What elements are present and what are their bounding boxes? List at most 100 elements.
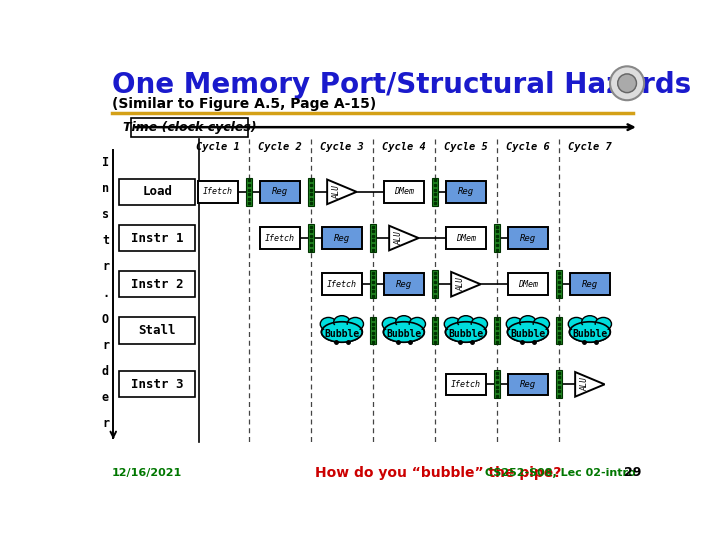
Bar (494, 224, 500, 252)
Ellipse shape (446, 322, 486, 342)
Text: Bubble: Bubble (449, 329, 484, 339)
Text: Cycle 1: Cycle 1 (196, 142, 240, 152)
Text: Reg: Reg (582, 280, 598, 289)
Bar (370, 271, 376, 298)
Ellipse shape (446, 325, 485, 342)
Ellipse shape (382, 318, 399, 330)
Bar (432, 271, 438, 298)
FancyBboxPatch shape (132, 118, 248, 137)
Bar (432, 316, 438, 345)
Text: Reg: Reg (458, 187, 474, 197)
Bar (556, 271, 562, 298)
Ellipse shape (568, 318, 585, 330)
Text: Ifetch: Ifetch (451, 380, 481, 389)
Text: How do you “bubble” the pipe?: How do you “bubble” the pipe? (315, 466, 561, 480)
Text: CS252-S08, Lec 02-intro: CS252-S08, Lec 02-intro (485, 468, 636, 478)
Bar (120, 318, 195, 343)
Bar (508, 374, 548, 395)
Bar (384, 273, 424, 295)
Bar (322, 227, 362, 249)
Text: Bubble: Bubble (324, 329, 359, 339)
Text: r: r (102, 260, 109, 273)
Polygon shape (389, 226, 418, 251)
Text: One Memory Port/Structural Hazards: One Memory Port/Structural Hazards (112, 71, 691, 99)
Bar (508, 273, 548, 295)
Text: e: e (102, 392, 109, 404)
Text: Reg: Reg (520, 233, 536, 242)
Text: Bubble: Bubble (386, 329, 421, 339)
Bar (446, 181, 486, 202)
Text: Stall: Stall (139, 324, 176, 337)
Bar (120, 271, 195, 298)
Text: Reg: Reg (520, 380, 536, 389)
Polygon shape (575, 372, 605, 397)
Ellipse shape (321, 322, 362, 342)
Text: Reg: Reg (396, 280, 412, 289)
Ellipse shape (508, 325, 548, 342)
Bar (246, 178, 252, 206)
Ellipse shape (384, 325, 423, 342)
Text: Ifetch: Ifetch (203, 187, 233, 197)
Bar (198, 181, 238, 202)
Circle shape (610, 66, 644, 100)
Ellipse shape (384, 322, 424, 342)
Bar (120, 372, 195, 397)
Text: r: r (102, 417, 109, 430)
Text: DMem: DMem (518, 280, 538, 289)
Polygon shape (327, 179, 356, 204)
Ellipse shape (595, 318, 611, 330)
Text: Cycle 5: Cycle 5 (444, 142, 487, 152)
Bar (120, 225, 195, 251)
Ellipse shape (458, 316, 474, 329)
Text: Cycle 6: Cycle 6 (506, 142, 550, 152)
Text: Reg: Reg (334, 233, 350, 242)
Bar (446, 227, 486, 249)
Bar (384, 181, 424, 202)
Text: DMem: DMem (394, 187, 414, 197)
Ellipse shape (506, 318, 523, 330)
Ellipse shape (520, 316, 536, 329)
Text: DMem: DMem (456, 233, 476, 242)
Text: O: O (102, 313, 109, 326)
Text: Time (clock cycles): Time (clock cycles) (123, 120, 257, 134)
Bar (307, 178, 314, 206)
Text: ALU: ALU (333, 185, 342, 199)
Text: Cycle 3: Cycle 3 (320, 142, 364, 152)
Ellipse shape (508, 322, 549, 342)
Text: Instr 1: Instr 1 (131, 232, 184, 245)
Bar (370, 316, 376, 345)
Ellipse shape (347, 318, 364, 330)
Text: ALU: ALU (395, 231, 404, 245)
Text: Cycle 2: Cycle 2 (258, 142, 302, 152)
Text: Load: Load (143, 185, 172, 198)
Text: Bubble: Bubble (510, 329, 546, 339)
Bar (322, 273, 362, 295)
Text: ALU: ALU (456, 278, 466, 291)
Text: n: n (102, 182, 109, 195)
Text: s: s (102, 208, 109, 221)
Text: Instr 2: Instr 2 (131, 278, 184, 291)
Bar (120, 179, 195, 205)
Bar (260, 227, 300, 249)
Text: Cycle 4: Cycle 4 (382, 142, 426, 152)
Bar (494, 370, 500, 398)
Ellipse shape (570, 325, 610, 342)
Text: t: t (102, 234, 109, 247)
Text: Instr 3: Instr 3 (131, 378, 184, 391)
Text: 29: 29 (624, 467, 642, 480)
Text: (Similar to Figure A.5, Page A-15): (Similar to Figure A.5, Page A-15) (112, 97, 376, 111)
Text: Reg: Reg (272, 187, 288, 197)
Bar (446, 374, 486, 395)
Bar (307, 224, 314, 252)
Ellipse shape (320, 318, 336, 330)
Polygon shape (451, 272, 481, 296)
Text: Bubble: Bubble (572, 329, 608, 339)
Ellipse shape (322, 325, 361, 342)
Bar (556, 316, 562, 345)
Text: r: r (102, 339, 109, 352)
Bar (370, 224, 376, 252)
Bar (508, 227, 548, 249)
Text: ALU: ALU (581, 377, 590, 392)
Bar (432, 178, 438, 206)
Ellipse shape (570, 322, 611, 342)
